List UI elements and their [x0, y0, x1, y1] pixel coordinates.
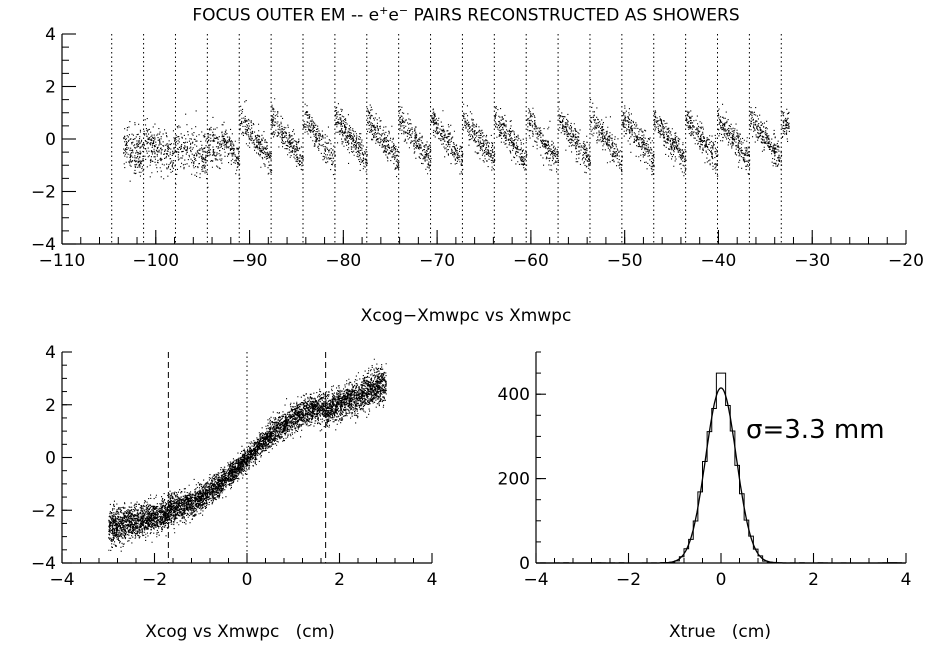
histogram-line — [536, 372, 906, 564]
y-tick-label: 4 — [45, 343, 56, 363]
x-tick-label: −30 — [794, 251, 830, 271]
y-tick-label: 2 — [45, 78, 56, 98]
y-tick-label: 4 — [45, 25, 56, 45]
sigma-annotation: σ=3.3 mm — [746, 415, 885, 445]
x-tick-label: −4 — [49, 570, 74, 590]
bottom-right-histogram-plot: −4 −2 0 2 4 0 200 400 σ=3.3 mm — [498, 351, 912, 590]
y-tick-label: 0 — [45, 449, 56, 469]
x-tick-label: 2 — [808, 570, 819, 590]
scatter-points — [123, 98, 790, 188]
y-tick-label: 0 — [45, 130, 56, 150]
x-tick-label: −60 — [513, 251, 549, 271]
x-tick-label: −2 — [142, 570, 167, 590]
y-tick-label: 2 — [45, 396, 56, 416]
chart-title: FOCUS OUTER EM -- e+e− PAIRS RECONSTRUCT… — [192, 4, 740, 26]
x-tick-label: 0 — [242, 570, 253, 590]
x-tick-label: −2 — [616, 570, 641, 590]
x-tick-label: −80 — [325, 251, 361, 271]
x-tick-label: −90 — [232, 251, 268, 271]
bottom-right-xlabel: Xtrue (cm) — [669, 622, 771, 642]
y-tick-label: 200 — [498, 470, 530, 490]
scatter-points — [108, 358, 387, 552]
x-tick-label: −50 — [607, 251, 643, 271]
x-tick-label: 2 — [334, 570, 345, 590]
y-tick-label: −4 — [31, 554, 56, 574]
x-tick-label: −4 — [523, 570, 548, 590]
x-tick-label: 4 — [427, 570, 438, 590]
y-tick-label: −2 — [31, 183, 56, 203]
y-tick-label: 0 — [519, 554, 530, 574]
bottom-left-xlabel: Xcog vs Xmwpc (cm) — [145, 622, 335, 642]
x-tick-label: 4 — [901, 570, 912, 590]
x-tick-label: −20 — [888, 251, 924, 271]
x-tick-label: −110 — [39, 251, 86, 271]
x-tick-label: −100 — [132, 251, 179, 271]
x-tick-label: −70 — [419, 251, 455, 271]
y-tick-label: −4 — [31, 235, 56, 255]
x-tick-label: −40 — [700, 251, 736, 271]
top-plot-caption: Xcog−Xmwpc vs Xmwpc — [360, 306, 572, 326]
gaussian-fit-curve — [536, 387, 906, 564]
y-tick-label: −2 — [31, 501, 56, 521]
y-tick-label: 400 — [498, 385, 530, 405]
x-tick-label: 0 — [716, 570, 727, 590]
bottom-left-scatter-plot: −4 −2 0 2 4 −4 −2 0 2 4 — [31, 343, 437, 590]
